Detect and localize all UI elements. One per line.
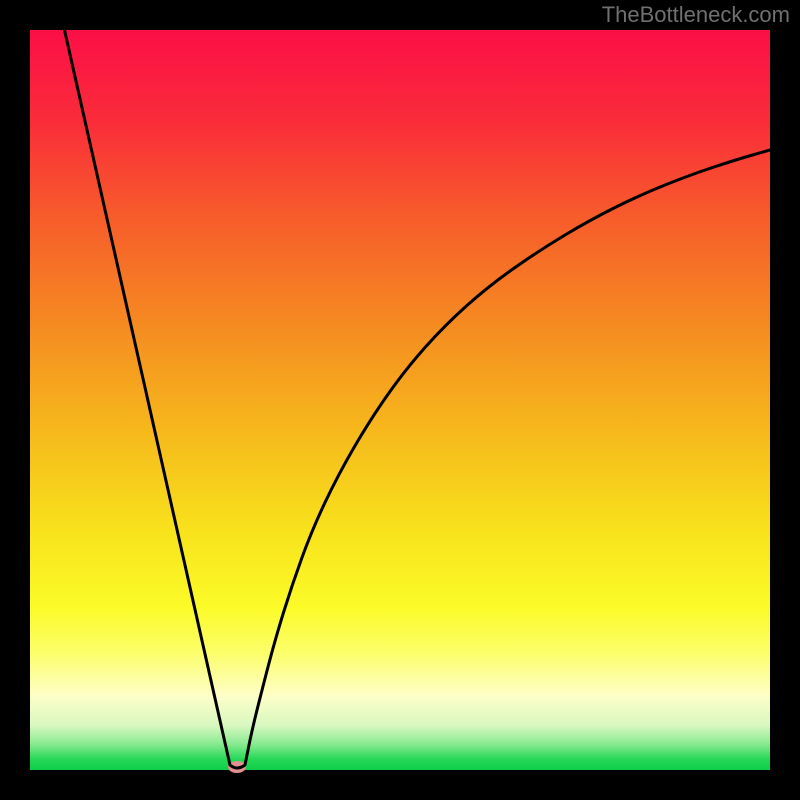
watermark-text: TheBottleneck.com <box>602 2 790 28</box>
chart-canvas <box>0 0 800 800</box>
bottleneck-chart: TheBottleneck.com <box>0 0 800 800</box>
